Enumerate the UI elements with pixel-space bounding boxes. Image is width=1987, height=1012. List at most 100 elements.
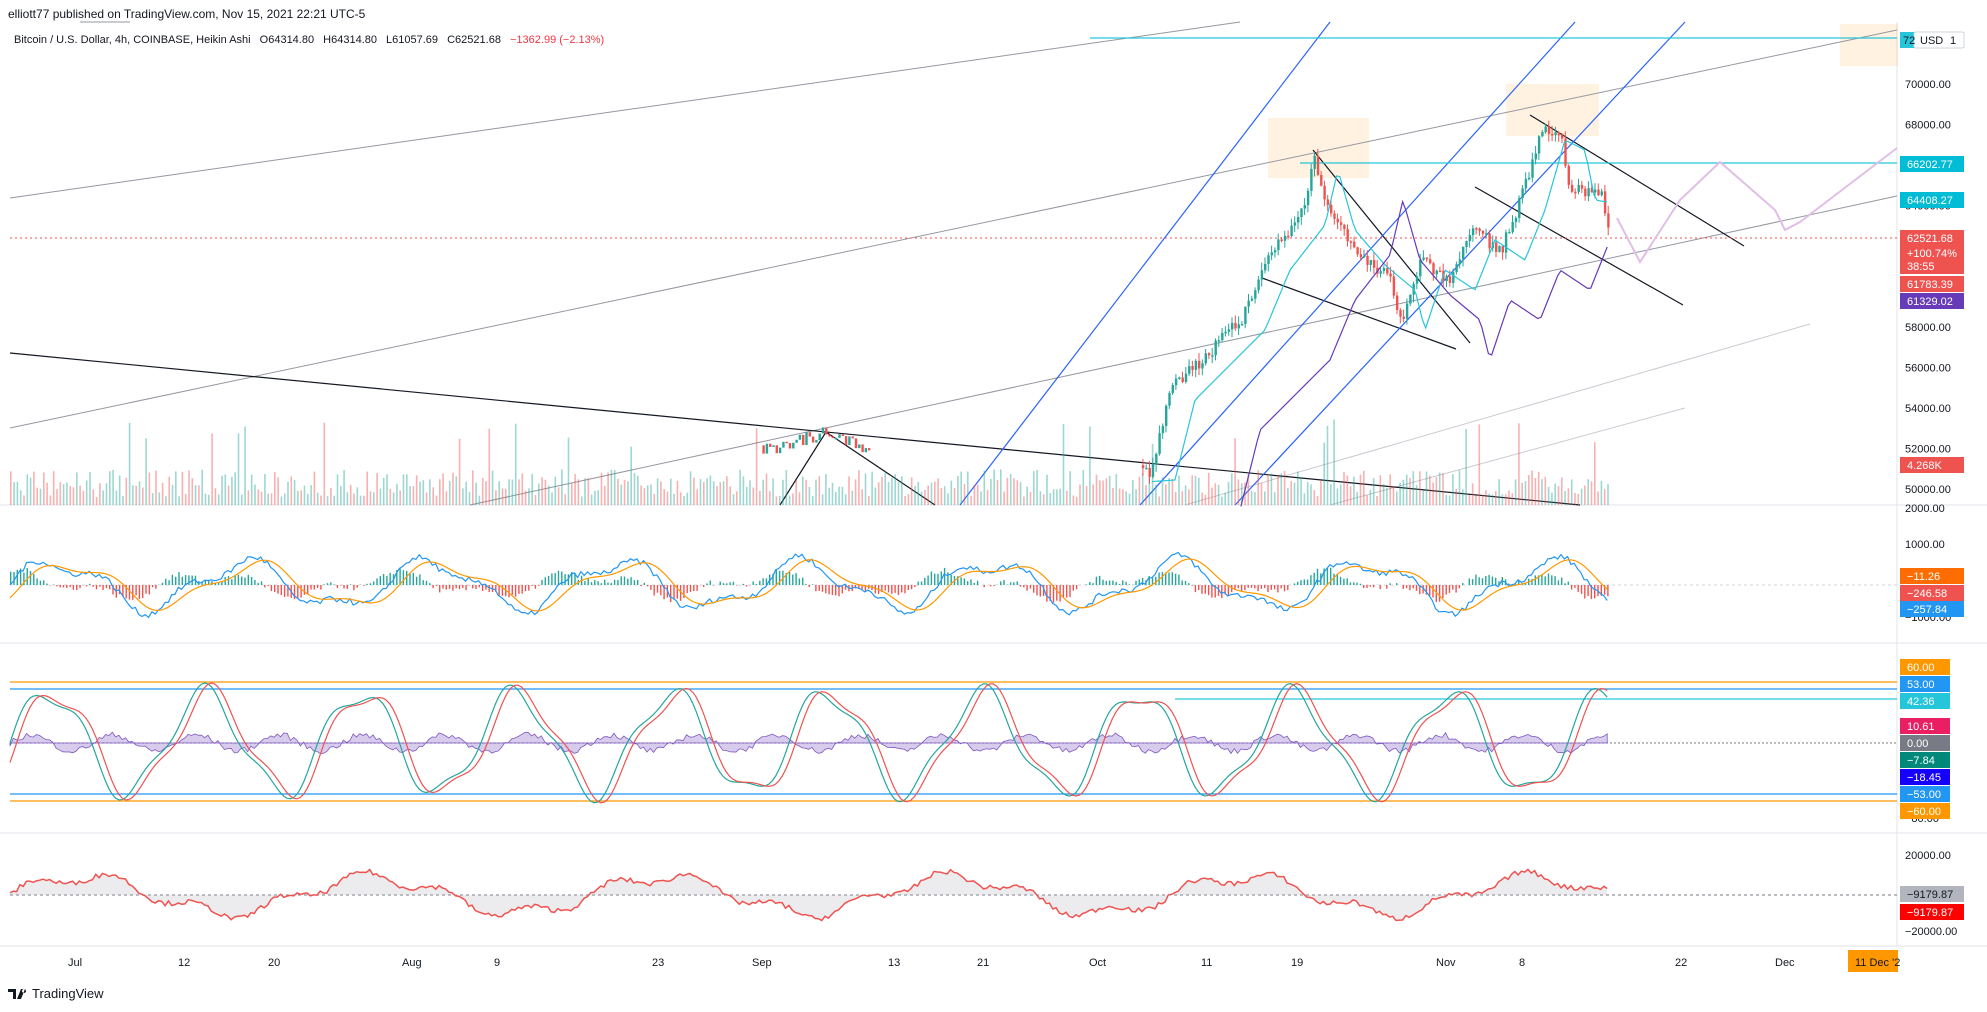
volume-bar [452, 472, 454, 505]
macro-trendline[interactable] [9, 114, 1745, 506]
oscillator-axis[interactable]: −80.0060.0053.0042.3610.610.00−7.84−18.4… [1900, 659, 1950, 825]
volume-bar [742, 476, 745, 505]
volume-bar [1099, 480, 1101, 505]
time-tick: Jul [68, 957, 82, 969]
macd-bar [1412, 585, 1414, 589]
horizontal-levels[interactable] [1090, 37, 1897, 164]
volume-bar [1198, 477, 1200, 505]
candle [1240, 324, 1244, 326]
volume-bar [1079, 484, 1081, 505]
volume-bar [178, 496, 180, 505]
volume-bar [986, 489, 989, 505]
volume-bar [49, 495, 52, 505]
volume-bar [1042, 494, 1045, 505]
time-tick: Dec [1775, 957, 1795, 969]
volume-bar [1247, 474, 1250, 505]
macd-bar [901, 585, 903, 593]
price-candles[interactable] [762, 120, 1610, 484]
macd-bar [547, 575, 550, 585]
time-tick: 21 [977, 957, 989, 969]
volume-bar [1389, 474, 1391, 505]
volume-bar [297, 490, 299, 505]
flow-line[interactable] [9, 868, 1608, 922]
supply-zones[interactable] [1268, 24, 1898, 178]
macd-line[interactable] [9, 551, 1608, 619]
osc-badge-text: 42.36 [1907, 696, 1935, 708]
volume-bar [29, 477, 32, 505]
trend-lines[interactable] [9, 21, 1898, 506]
volume-bar [604, 485, 606, 505]
macd-axis[interactable]: 2000.001000.00−1000.00−11.26−246.58−257.… [1900, 503, 1964, 624]
macd-bar [105, 585, 108, 589]
macd-bar [508, 585, 510, 598]
volume-bar [429, 479, 431, 505]
macd-bar [844, 585, 847, 590]
symbol-legend[interactable]: Bitcoin / U.S. Dollar, 4h, COINBASE, Hei… [14, 34, 604, 46]
time-tick: Aug [402, 957, 422, 969]
volume-bar [881, 476, 883, 505]
flow-axis[interactable]: 20000.00 −20000.00 −9179.87 −9179.87 [1900, 850, 1964, 938]
volume-bar [1330, 484, 1332, 505]
macd-bar [683, 585, 685, 598]
legend-change: −1362.99 (−2.13%) [510, 34, 605, 46]
volume-bar [66, 482, 68, 505]
macd-bar [445, 585, 447, 590]
volume-bar [359, 495, 362, 505]
macd-bar [1574, 585, 1576, 588]
volume-bar [1165, 484, 1167, 505]
candle [1600, 191, 1603, 196]
volume-bar [26, 474, 29, 505]
candle [1465, 241, 1468, 247]
macd-bar [564, 574, 566, 585]
volume-bar [976, 484, 979, 505]
candle [1171, 385, 1174, 394]
macd-bar [1135, 580, 1137, 585]
symbol-title[interactable]: Bitcoin / U.S. Dollar, 4h, COINBASE, Hei… [14, 34, 251, 46]
volume-bar [1524, 481, 1527, 505]
candle [1597, 189, 1600, 196]
volume-bar [508, 479, 510, 505]
moving-average-cyan[interactable] [1151, 140, 1608, 483]
volume-bar [1194, 475, 1197, 505]
projection-path[interactable] [1616, 147, 1898, 264]
macd-bar [567, 574, 570, 585]
oscillator-wt2[interactable] [9, 682, 1608, 804]
candle [788, 443, 792, 449]
volume-bar [1132, 480, 1134, 505]
macd-bar [544, 577, 546, 585]
moving-average-purple[interactable] [1240, 199, 1608, 507]
macd-signal-line[interactable] [9, 558, 1608, 612]
footer-brand[interactable]: TradingView [8, 986, 104, 1001]
candle [802, 434, 805, 446]
macd-histogram [10, 567, 1609, 603]
macd-bar [1270, 585, 1272, 590]
volume-bar [640, 485, 642, 505]
volume-bar [260, 491, 263, 505]
macd-bar [1475, 574, 1477, 585]
macd-bar [673, 585, 675, 600]
volume-bar [1399, 482, 1401, 505]
macd-bar [722, 583, 725, 585]
volume-bar [802, 476, 804, 505]
time-axis[interactable]: Jul 12 20 Aug 9 23 Sep 13 21 Oct 11 19 Nov 8 22 Dec 11 D… [68, 950, 1900, 972]
macd-bar [990, 585, 992, 587]
volume-bar [1231, 473, 1233, 505]
volume-bar [158, 492, 161, 505]
macd-bar [247, 574, 249, 585]
currency-badge[interactable]: 72 USD 1 [1900, 31, 1965, 49]
candle [1330, 204, 1333, 214]
macd-bar [1488, 574, 1490, 585]
macd-bar [442, 585, 444, 589]
macd-bar [620, 576, 622, 585]
volume-bar [653, 493, 656, 505]
volume-bar [389, 489, 392, 505]
volume-bar [1478, 424, 1481, 505]
macd-bar [670, 585, 672, 603]
volume-bar [957, 475, 959, 505]
macd-bar [1092, 583, 1094, 585]
macd-bar [742, 583, 744, 585]
oscillator-wt1[interactable] [9, 682, 1608, 804]
volume-bar [224, 474, 227, 505]
volume-bar [1607, 484, 1609, 505]
